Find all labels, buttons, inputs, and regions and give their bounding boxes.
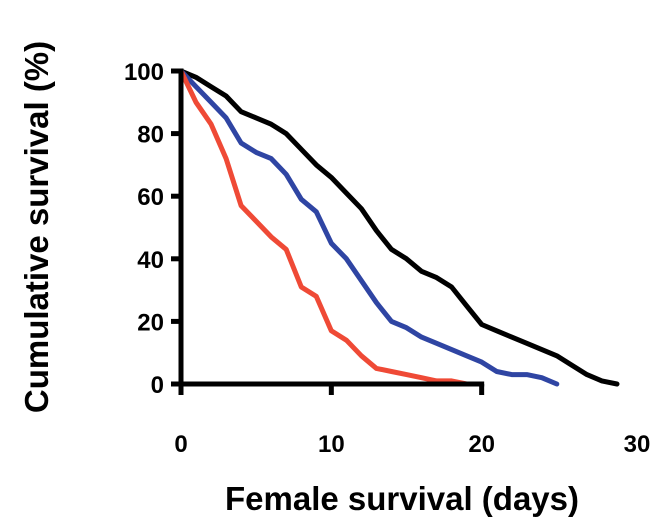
y-tick-label: 20 — [137, 309, 164, 336]
y-tick-label: 100 — [124, 59, 164, 86]
black-series-line — [178, 68, 620, 387]
y-tick-label: 40 — [137, 247, 164, 274]
series-layer — [178, 68, 620, 387]
y-axis-title: Cumulative survival (%) — [18, 41, 55, 413]
tick-layer: 0 20 40 60 80 100 0 10 20 30 — [124, 59, 650, 458]
x-tick-label: 20 — [468, 431, 495, 458]
y-tick-label: 0 — [151, 372, 164, 399]
y-tick-label: 80 — [137, 122, 164, 149]
x-tick-label: 30 — [624, 431, 651, 458]
x-tick-label: 10 — [318, 431, 345, 458]
red-series-line — [178, 68, 470, 387]
blue-series-line — [178, 68, 560, 387]
x-tick-label: 0 — [174, 431, 187, 458]
y-tick-label: 60 — [137, 184, 164, 211]
x-axis-title: Female survival (days) — [225, 480, 579, 517]
